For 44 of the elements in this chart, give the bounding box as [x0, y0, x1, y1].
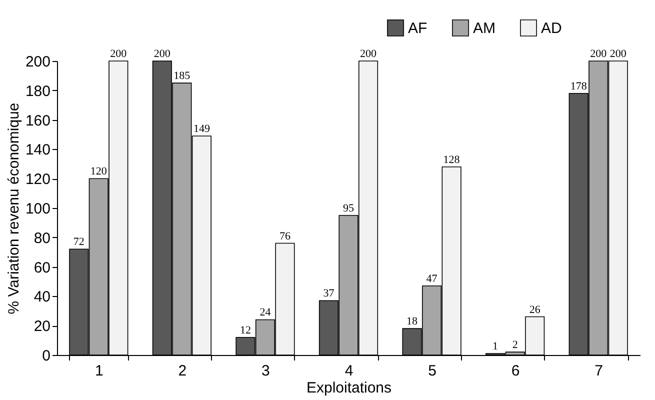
x-tick-label: 2: [178, 362, 187, 380]
data-label: 200: [610, 48, 627, 60]
y-tick-label: 100: [25, 200, 50, 218]
data-label: 72: [73, 236, 84, 248]
y-tick-label: 0: [42, 348, 50, 364]
y-axis-title: % Variation revenu économique: [5, 102, 22, 314]
data-label: 178: [570, 80, 588, 92]
y-tick-label: 200: [25, 54, 50, 70]
data-label: 1: [492, 340, 498, 353]
y-tick-label: 60: [34, 259, 50, 276]
x-tick-label: 1: [94, 362, 104, 380]
data-label: 47: [426, 272, 438, 285]
x-tick-label: 3: [262, 362, 270, 380]
x-tick-label: 7: [594, 362, 604, 380]
data-label: 185: [174, 70, 191, 82]
data-label: 128: [443, 154, 460, 166]
data-label: 200: [154, 48, 171, 60]
y-tick-label: 120: [25, 171, 50, 188]
data-label: 120: [90, 166, 108, 178]
y-tick-label: 40: [34, 288, 50, 306]
data-label: 200: [360, 48, 378, 60]
legend-label: AF: [408, 20, 428, 37]
data-label: 76: [279, 230, 291, 242]
legend-label: AD: [541, 20, 562, 37]
data-label: 95: [343, 202, 354, 214]
x-axis-title: Exploitations: [306, 380, 392, 396]
data-label: 12: [240, 324, 251, 336]
x-tick-label: 5: [428, 362, 436, 380]
data-label: 149: [193, 122, 210, 135]
y-tick-label: 160: [25, 112, 50, 130]
y-tick-label: 180: [25, 82, 50, 100]
y-tick-label: 140: [25, 142, 50, 159]
y-tick-label: 80: [34, 230, 50, 247]
data-label: 18: [406, 316, 418, 328]
data-label: 200: [590, 48, 608, 60]
data-label: 2: [512, 339, 518, 352]
data-label: 24: [260, 306, 272, 319]
data-label: 37: [323, 288, 335, 300]
x-tick-label: 6: [511, 362, 520, 380]
y-tick-label: 20: [34, 318, 50, 336]
x-tick-label: 4: [344, 362, 354, 380]
legend-label: AM: [473, 20, 496, 37]
data-label: 200: [110, 48, 128, 60]
data-label: 26: [529, 304, 541, 316]
